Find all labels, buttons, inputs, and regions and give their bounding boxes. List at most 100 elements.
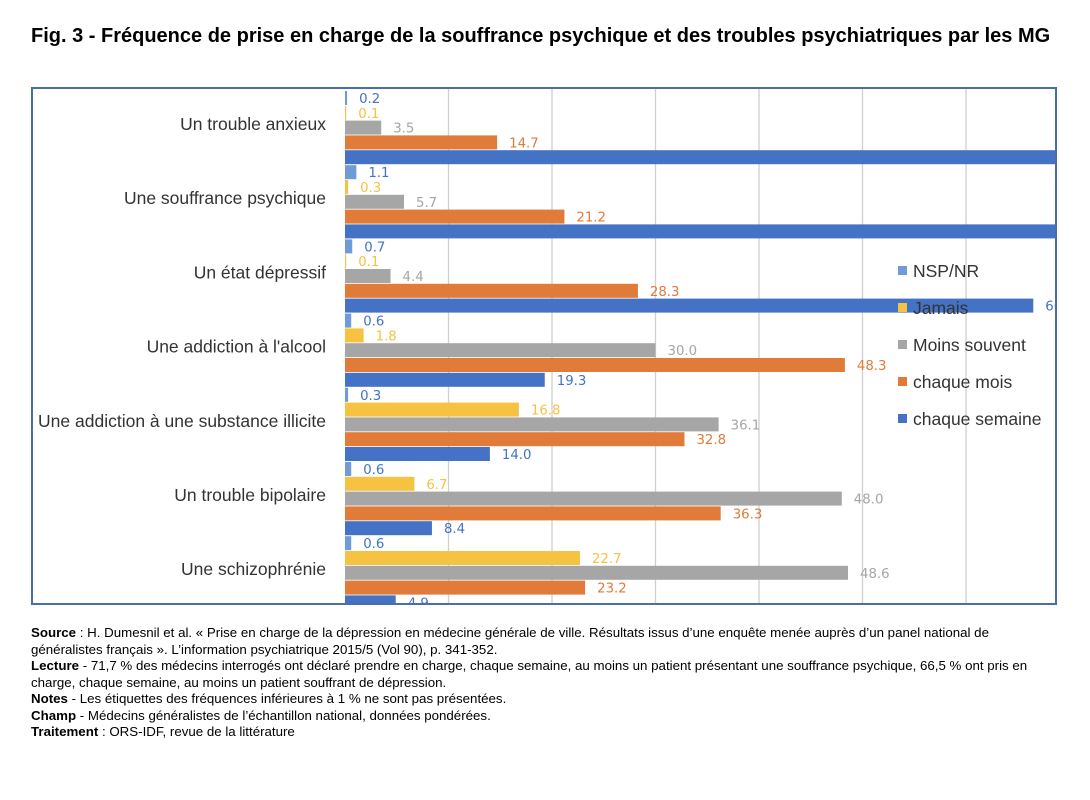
data-label: 4.9 xyxy=(408,596,429,605)
data-label: 8.4 xyxy=(444,522,465,537)
bar xyxy=(345,313,352,328)
bar xyxy=(345,402,519,417)
bar xyxy=(345,283,638,298)
data-label: 66.5 xyxy=(1045,300,1057,315)
bar xyxy=(345,298,1034,313)
category-label: Un trouble bipolaire xyxy=(174,485,326,505)
category-label: Un trouble anxieux xyxy=(180,114,326,134)
category-label: Une addiction à une substance illicite xyxy=(38,411,326,431)
bar xyxy=(345,580,586,595)
category-label: Un état dépressif xyxy=(194,262,326,282)
data-label: 4.4 xyxy=(403,270,424,285)
data-label: 36.3 xyxy=(733,507,763,522)
lecture-note: Lecture - 71,7 % des médecins interrogés… xyxy=(31,658,1061,691)
data-label: 21.2 xyxy=(576,211,606,226)
bar xyxy=(345,521,432,536)
lecture-text: - 71,7 % des médecins interrogés ont déc… xyxy=(31,658,1028,690)
traitement-note: Traitement : ORS-IDF, revue de la littér… xyxy=(31,724,1061,741)
data-label: 14.0 xyxy=(502,448,532,463)
bar xyxy=(345,358,845,372)
bar xyxy=(345,343,656,358)
legend-swatch xyxy=(898,414,907,423)
bar xyxy=(345,565,849,580)
notes-label: Notes xyxy=(31,691,68,706)
data-label: 19.3 xyxy=(557,374,587,389)
data-label: 48.0 xyxy=(854,493,884,508)
data-label: 14.7 xyxy=(509,136,539,151)
traitement-label: Traitement xyxy=(31,724,99,739)
bar xyxy=(345,387,349,402)
data-label: 28.3 xyxy=(650,285,680,300)
data-label: 23.2 xyxy=(597,582,627,597)
legend-label: chaque mois xyxy=(913,372,1012,392)
data-label: 0.3 xyxy=(360,181,381,196)
legend-label: chaque semaine xyxy=(913,409,1041,429)
bar xyxy=(345,432,685,447)
data-label: 0.6 xyxy=(363,315,384,330)
bar xyxy=(345,476,415,491)
data-label: 3.5 xyxy=(393,122,414,137)
bar xyxy=(345,254,347,269)
data-label: 6.7 xyxy=(426,478,447,493)
bar xyxy=(345,150,1055,165)
data-label: 36.1 xyxy=(731,418,761,433)
notes-note: Notes - Les étiquettes des fréquences in… xyxy=(31,691,1061,708)
data-label: 30.0 xyxy=(668,344,698,359)
data-label: 0.3 xyxy=(360,389,381,404)
bar xyxy=(345,372,545,387)
category-label: Une souffrance psychique xyxy=(124,188,326,208)
data-label: 16.8 xyxy=(531,404,561,419)
bar xyxy=(345,269,391,283)
data-label: 48.6 xyxy=(860,567,890,582)
data-label: 1.8 xyxy=(376,329,397,344)
bar xyxy=(345,165,357,180)
bar xyxy=(345,91,348,105)
data-label: 32.8 xyxy=(696,433,726,448)
traitement-text: : ORS-IDF, revue de la littérature xyxy=(98,724,295,739)
bar xyxy=(345,194,404,209)
category-label: Une schizophrénie xyxy=(181,559,326,579)
bar xyxy=(345,491,842,506)
bar xyxy=(345,595,396,603)
bar xyxy=(345,328,364,343)
figure-notes: Source : H. Dumesnil et al. « Prise en c… xyxy=(31,625,1061,741)
legend-swatch xyxy=(898,377,907,386)
source-label: Source xyxy=(31,625,77,640)
legend-swatch xyxy=(898,340,907,349)
category-label: Une addiction à l'alcool xyxy=(147,337,326,357)
bar xyxy=(345,536,352,551)
data-label: 0.6 xyxy=(363,463,384,478)
champ-note: Champ - Médecins généralistes de l’échan… xyxy=(31,708,1061,725)
champ-label: Champ xyxy=(31,707,77,723)
bar xyxy=(345,180,349,194)
data-label: 22.7 xyxy=(592,552,622,567)
notes-text: - Les étiquettes des fréquences inférieu… xyxy=(67,691,507,706)
data-label: 5.7 xyxy=(416,196,437,211)
bar xyxy=(345,105,347,120)
legend-label: NSP/NR xyxy=(913,261,979,281)
legend-label: Jamais xyxy=(913,298,969,318)
source-note: Source : H. Dumesnil et al. « Prise en c… xyxy=(31,625,1061,658)
legend-swatch xyxy=(898,266,907,275)
bar xyxy=(345,447,490,461)
data-label: 0.6 xyxy=(363,537,384,552)
legend-swatch xyxy=(898,303,907,312)
bar xyxy=(345,417,719,432)
data-label: 0.2 xyxy=(359,92,380,107)
source-text: : H. Dumesnil et al. « Prise en charge d… xyxy=(31,625,989,657)
bar xyxy=(345,135,498,150)
chart-title: Fig. 3 - Fréquence de prise en charge de… xyxy=(31,25,1051,47)
bar xyxy=(345,506,721,521)
data-label: 0.7 xyxy=(364,240,385,255)
champ-text: - Médecins généralistes de l’échantillon… xyxy=(76,707,491,723)
data-label: 48.3 xyxy=(857,359,887,374)
bar xyxy=(345,224,1055,239)
bar xyxy=(345,239,353,254)
bar xyxy=(345,209,565,224)
lecture-label: Lecture xyxy=(31,658,80,673)
data-label: 0.1 xyxy=(358,107,379,122)
data-label: 0.1 xyxy=(358,255,379,270)
data-label: 1.1 xyxy=(368,166,389,181)
